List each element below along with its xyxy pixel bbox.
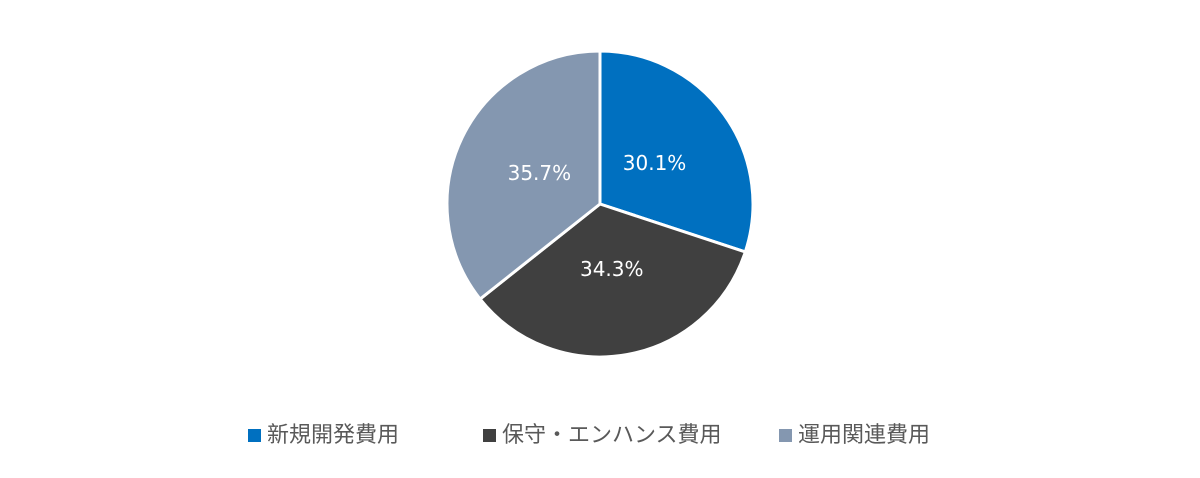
pie-slice <box>445 49 602 302</box>
pie-slice <box>477 202 748 359</box>
pie-slice <box>598 49 755 254</box>
data-label: 35.7% <box>508 161 572 185</box>
legend-label: 新規開発費用 <box>267 423 399 448</box>
pie: 30.1% 34.3% 35.7% <box>445 49 755 359</box>
legend-label: 保守・エンハンス費用 <box>502 423 722 448</box>
legend: 新規開発費用 保守・エンハンス費用 運用関連費用 <box>248 423 930 448</box>
legend-swatch <box>483 429 496 442</box>
data-label: 30.1% <box>623 151 687 175</box>
legend-label: 運用関連費用 <box>798 423 930 448</box>
legend-swatch <box>779 429 792 442</box>
legend-swatch <box>248 429 261 442</box>
data-label: 34.3% <box>580 257 644 281</box>
